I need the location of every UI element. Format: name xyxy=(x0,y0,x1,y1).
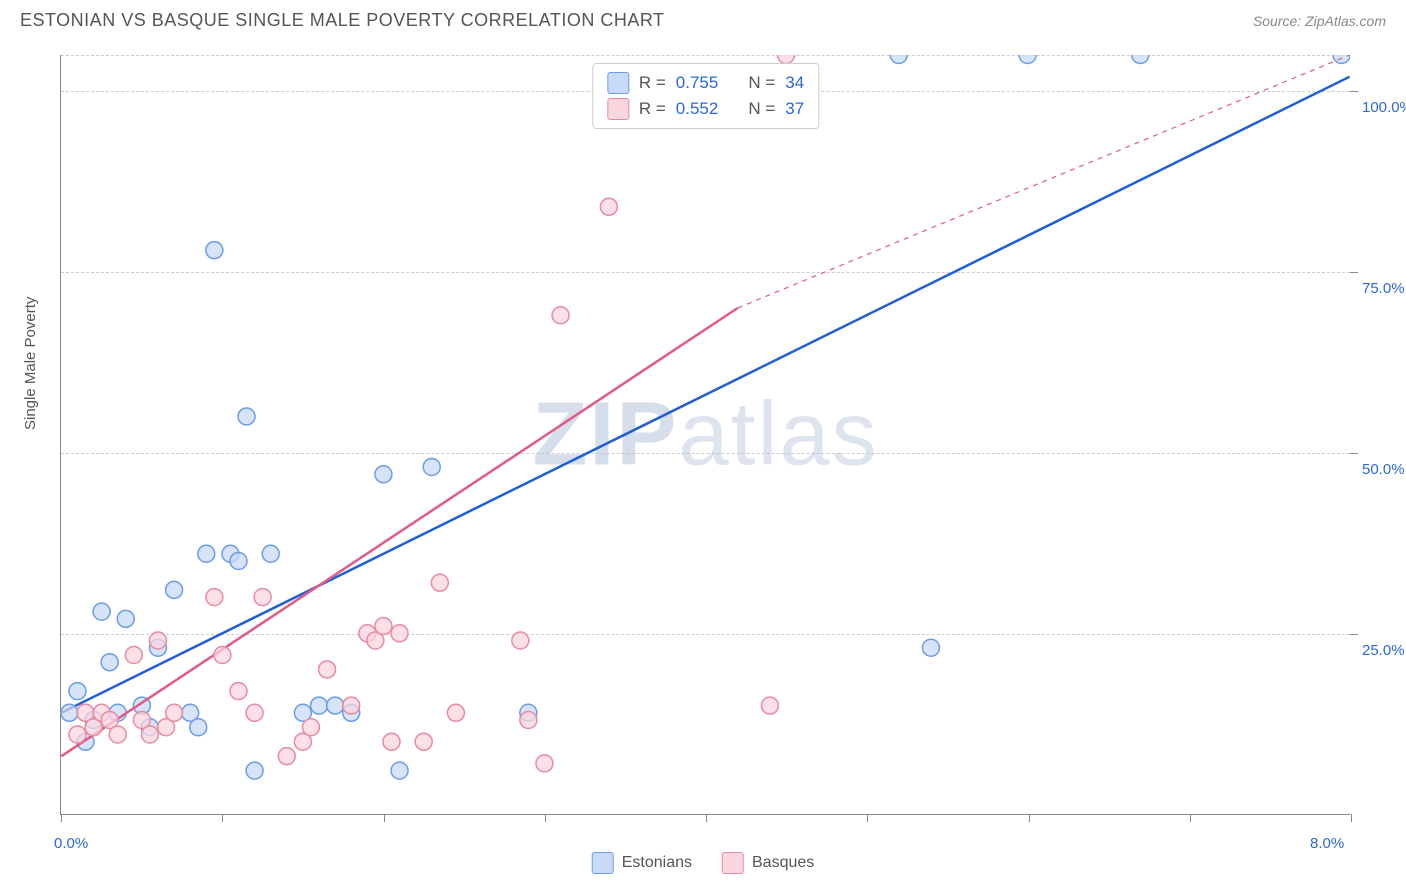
data-point xyxy=(415,733,432,750)
x-tick-label: 0.0% xyxy=(54,835,88,852)
data-point xyxy=(890,55,907,63)
swatch-estonians xyxy=(607,72,629,94)
swatch-basques xyxy=(607,98,629,120)
data-point xyxy=(383,733,400,750)
y-tick-label: 50.0% xyxy=(1362,461,1405,478)
data-point xyxy=(327,697,344,714)
data-point xyxy=(198,545,215,562)
data-point xyxy=(311,697,328,714)
y-tick-label: 25.0% xyxy=(1362,642,1405,659)
r-value-estonians: 0.755 xyxy=(676,73,719,93)
scatter-svg xyxy=(61,55,1350,814)
stats-row-estonians: R = 0.755 N = 34 xyxy=(607,70,804,96)
data-point xyxy=(600,198,617,215)
data-point xyxy=(375,618,392,635)
data-point xyxy=(214,646,231,663)
data-point xyxy=(109,726,126,743)
data-point xyxy=(230,683,247,700)
data-point xyxy=(262,545,279,562)
data-point xyxy=(391,625,408,642)
data-point xyxy=(61,704,78,721)
data-point xyxy=(302,719,319,736)
legend-item-basques: Basques xyxy=(722,852,814,874)
data-point xyxy=(375,466,392,483)
data-point xyxy=(1132,55,1149,63)
y-axis-label: Single Male Poverty xyxy=(22,297,39,430)
data-point xyxy=(69,726,86,743)
data-point xyxy=(125,646,142,663)
bottom-legend: Estonians Basques xyxy=(592,852,815,874)
chart-plot-area: ZIPatlas R = 0.755 N = 34 R = 0.552 N = … xyxy=(60,55,1350,815)
y-tick-label: 100.0% xyxy=(1362,99,1406,116)
data-point xyxy=(391,762,408,779)
data-point xyxy=(536,755,553,772)
data-point xyxy=(423,459,440,476)
data-point xyxy=(512,632,529,649)
stats-row-basques: R = 0.552 N = 37 xyxy=(607,96,804,122)
data-point xyxy=(922,639,939,656)
source-attribution: Source: ZipAtlas.com xyxy=(1253,13,1386,29)
legend-swatch-estonians xyxy=(592,852,614,874)
data-point xyxy=(230,553,247,570)
data-point xyxy=(1019,55,1036,63)
chart-title: ESTONIAN VS BASQUE SINGLE MALE POVERTY C… xyxy=(20,10,665,31)
data-point xyxy=(117,610,134,627)
data-point xyxy=(246,762,263,779)
legend-item-estonians: Estonians xyxy=(592,852,692,874)
data-point xyxy=(278,748,295,765)
data-point xyxy=(319,661,336,678)
correlation-stats-box: R = 0.755 N = 34 R = 0.552 N = 37 xyxy=(592,63,819,129)
data-point xyxy=(761,697,778,714)
data-point xyxy=(254,589,271,606)
data-point xyxy=(166,704,183,721)
data-point xyxy=(101,654,118,671)
data-point xyxy=(166,581,183,598)
x-tick-label: 8.0% xyxy=(1310,835,1344,852)
n-value-basques: 37 xyxy=(785,99,804,119)
data-point xyxy=(343,697,360,714)
legend-swatch-basques xyxy=(722,852,744,874)
data-point xyxy=(447,704,464,721)
data-point xyxy=(206,242,223,259)
data-point xyxy=(238,408,255,425)
data-point xyxy=(552,307,569,324)
r-value-basques: 0.552 xyxy=(676,99,719,119)
data-point xyxy=(246,704,263,721)
n-value-estonians: 34 xyxy=(785,73,804,93)
data-point xyxy=(93,603,110,620)
data-point xyxy=(190,719,207,736)
data-point xyxy=(520,712,537,729)
data-point xyxy=(431,574,448,591)
y-tick-label: 75.0% xyxy=(1362,280,1405,297)
data-point xyxy=(69,683,86,700)
data-point xyxy=(206,589,223,606)
data-point xyxy=(141,726,158,743)
data-point xyxy=(149,632,166,649)
